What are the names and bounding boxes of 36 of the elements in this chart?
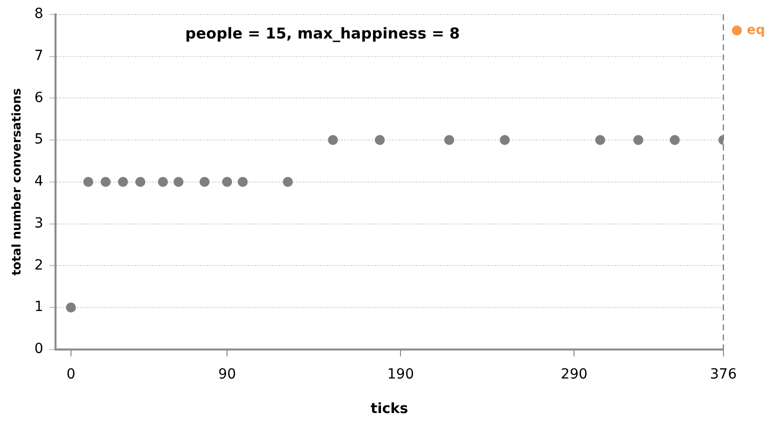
point bbox=[174, 176, 184, 187]
text: people = 15, max_happiness = 8 bbox=[185, 24, 460, 42]
y-tick-label: 1 bbox=[34, 299, 44, 316]
y-tick-label: 7 bbox=[34, 48, 44, 64]
y-tick-label: 6 bbox=[34, 90, 44, 106]
y-tick-label: 0 bbox=[34, 341, 44, 358]
point bbox=[444, 135, 454, 146]
point bbox=[135, 176, 146, 187]
x-tick-label: 0 bbox=[66, 366, 76, 382]
x-tick-label: 376 bbox=[710, 366, 737, 382]
point bbox=[595, 135, 606, 146]
point bbox=[374, 135, 385, 146]
legend-label: eq bbox=[746, 22, 765, 38]
point bbox=[633, 135, 644, 146]
point bbox=[500, 135, 510, 146]
y-tick-label: 5 bbox=[34, 132, 44, 148]
point bbox=[66, 302, 76, 313]
y-tick-label: 8 bbox=[34, 6, 44, 22]
point bbox=[118, 176, 128, 187]
point bbox=[100, 176, 111, 187]
point bbox=[222, 176, 232, 187]
point bbox=[670, 135, 680, 146]
y-axis-title: total number conversations bbox=[9, 88, 24, 276]
y-tick-label: 4 bbox=[34, 174, 44, 190]
x-tick-label: 190 bbox=[387, 366, 414, 382]
x-tick-label: 290 bbox=[560, 366, 588, 382]
point bbox=[328, 135, 338, 146]
point bbox=[158, 176, 168, 187]
point bbox=[282, 176, 293, 187]
point bbox=[200, 176, 210, 187]
point bbox=[83, 176, 94, 187]
y-tick-label: 2 bbox=[34, 257, 44, 274]
x-axis-title: ticks bbox=[370, 401, 408, 418]
point bbox=[238, 176, 248, 187]
x-tick-label: 90 bbox=[218, 366, 236, 382]
y-tick-label: 3 bbox=[34, 215, 44, 232]
